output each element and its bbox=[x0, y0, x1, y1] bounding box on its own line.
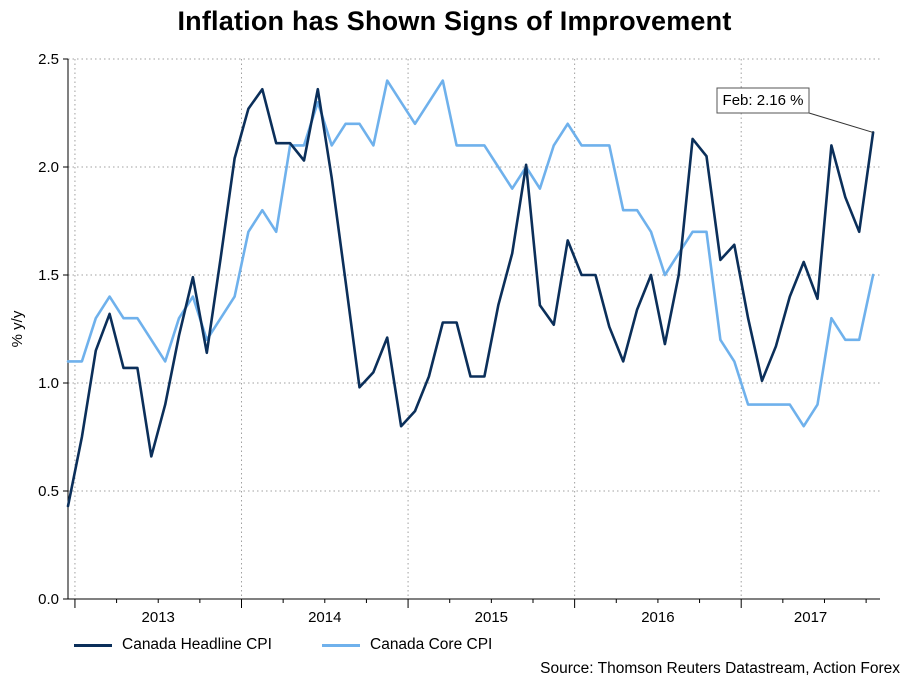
x-year-label: 2013 bbox=[142, 609, 175, 626]
x-year-label: 2017 bbox=[794, 609, 827, 626]
x-year-label: 2016 bbox=[641, 609, 674, 626]
y-tick-label: 0.5 bbox=[38, 483, 59, 500]
series-layer bbox=[66, 79, 875, 508]
source-note: Source: Thomson Reuters Datastream, Acti… bbox=[540, 660, 900, 677]
y-axis-label: % y/y bbox=[9, 310, 26, 347]
legend-label-core: Canada Core CPI bbox=[370, 636, 493, 653]
annotation-layer: Feb: 2.16 % bbox=[716, 87, 874, 133]
axis-layer: 0.0 0.5 1.0 1.5 2.0 2.5 2013 2014 2015 2016 2017 % … bbox=[9, 51, 880, 626]
x-year-label: 2015 bbox=[475, 609, 508, 626]
grid-layer bbox=[68, 58, 880, 599]
series-line-headline bbox=[66, 87, 875, 508]
y-tick-label: 2.5 bbox=[38, 51, 59, 68]
legend-item-headline: Canada Headline CPI bbox=[74, 634, 272, 656]
legend-item-core: Canada Core CPI bbox=[322, 634, 492, 656]
x-year-label: 2014 bbox=[308, 609, 341, 626]
annotation-leader bbox=[808, 112, 874, 133]
legend-swatch-headline bbox=[74, 643, 112, 647]
y-tick-label: 2.0 bbox=[38, 159, 59, 176]
legend-label-headline: Canada Headline CPI bbox=[122, 636, 272, 653]
annotation-label: Feb: 2.16 % bbox=[723, 92, 804, 109]
y-tick-label: 0.0 bbox=[38, 591, 59, 608]
chart-title: Inflation has Shown Signs of Improvement bbox=[177, 6, 732, 36]
legend-swatch-core bbox=[322, 643, 360, 647]
y-tick-label: 1.0 bbox=[38, 375, 59, 392]
annotation-box bbox=[716, 87, 810, 114]
y-tick-label: 1.5 bbox=[38, 267, 59, 284]
